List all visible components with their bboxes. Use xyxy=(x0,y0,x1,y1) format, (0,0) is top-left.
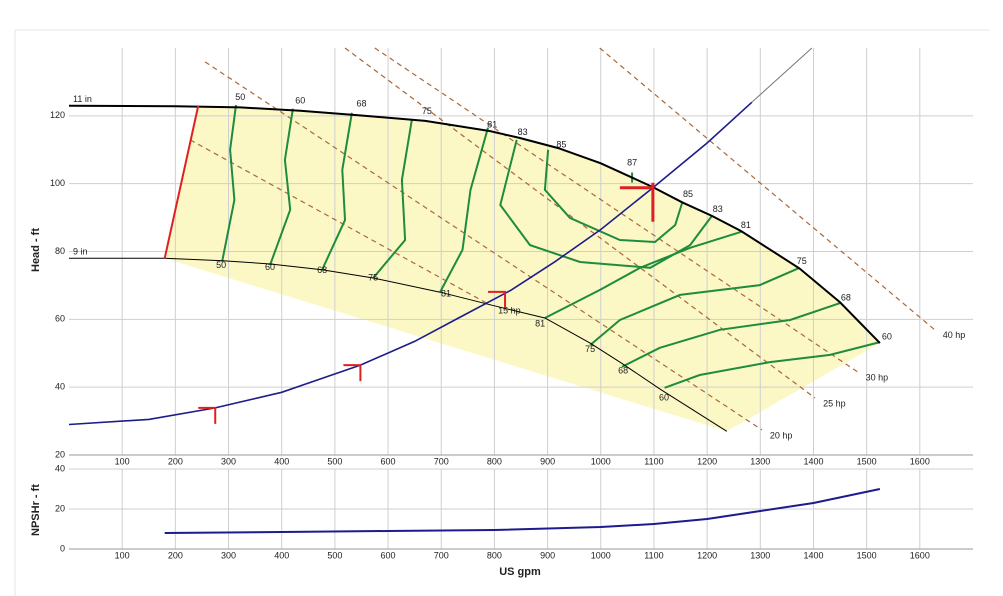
x-tick-label: 800 xyxy=(487,550,502,560)
y-tick-label: 20 xyxy=(55,503,65,513)
system-extension xyxy=(751,47,813,103)
npsh-curve xyxy=(164,488,881,534)
x-tick-label: 1100 xyxy=(644,550,663,560)
x-tick-label: 1300 xyxy=(750,550,770,560)
y-tick-label: 20 xyxy=(55,449,65,459)
efficiency-line xyxy=(372,118,413,279)
efficiency-line xyxy=(321,112,353,271)
x-tick-label: 200 xyxy=(168,456,183,466)
efficiency-label: 50 xyxy=(216,260,226,270)
efficiency-label: 60 xyxy=(265,262,275,272)
efficiency-label: 75 xyxy=(368,272,378,282)
y-tick-label: 40 xyxy=(55,382,65,392)
power-line xyxy=(374,47,858,373)
y-axis-title: NPSHr - ft xyxy=(30,484,42,536)
x-tick-label: 1400 xyxy=(803,456,823,466)
efficiency-line xyxy=(499,139,713,269)
y-tick-label: 0 xyxy=(60,543,65,553)
efficiency-label: 60 xyxy=(295,95,305,105)
efficiency-label: 81 xyxy=(741,220,751,230)
power-label: 40 hp xyxy=(943,330,966,340)
x-tick-label: 1600 xyxy=(910,456,930,466)
efficiency-label: 75 xyxy=(422,106,432,116)
power-label: 25 hp xyxy=(823,398,846,408)
efficiency-label: 81 xyxy=(535,318,545,328)
impeller-label: 11 in xyxy=(73,94,92,104)
x-tick-label: 1500 xyxy=(857,456,877,466)
x-tick-label: 1400 xyxy=(803,550,823,560)
power-line xyxy=(189,139,491,306)
duty-point xyxy=(619,182,655,222)
y-axis-title: Head - ft xyxy=(30,228,42,272)
x-tick-label: 100 xyxy=(115,550,130,560)
x-tick-label: 900 xyxy=(540,456,555,466)
y-tick-label: 40 xyxy=(55,463,65,473)
x-tick-label: 400 xyxy=(274,550,289,560)
x-tick-label: 1000 xyxy=(591,456,611,466)
y-tick-label: 80 xyxy=(55,246,65,256)
efficiency-label: 83 xyxy=(713,204,723,214)
power-label: 15 hp xyxy=(498,305,521,315)
impeller-label: 9 in xyxy=(73,247,88,257)
efficiency-label: 75 xyxy=(797,256,807,266)
power-line xyxy=(599,47,936,331)
efficiency-line xyxy=(664,341,881,389)
efficiency-line xyxy=(269,108,294,266)
efficiency-label: 85 xyxy=(556,139,566,149)
x-tick-label: 1200 xyxy=(697,550,717,560)
x-tick-label: 800 xyxy=(487,456,502,466)
power-line xyxy=(204,61,763,431)
efficiency-label: 85 xyxy=(683,189,693,199)
efficiency-label: 68 xyxy=(841,292,851,302)
efficiency-line xyxy=(589,266,800,346)
x-tick-label: 1600 xyxy=(910,550,930,560)
min-flow-line xyxy=(163,105,200,259)
x-tick-label: 400 xyxy=(274,456,289,466)
x-tick-label: 1300 xyxy=(750,456,770,466)
operating-point xyxy=(198,406,217,424)
x-tick-label: 900 xyxy=(540,550,555,560)
efficiency-line xyxy=(621,302,841,368)
x-tick-label: 600 xyxy=(381,456,396,466)
x-tick-label: 700 xyxy=(434,550,449,560)
x-axis-title: US gpm xyxy=(499,566,541,578)
x-tick-label: 700 xyxy=(434,456,449,466)
efficiency-label: 83 xyxy=(518,127,528,137)
efficiency-label: 75 xyxy=(585,344,595,354)
y-tick-label: 60 xyxy=(55,314,65,324)
x-tick-label: 100 xyxy=(115,456,130,466)
impeller-curve xyxy=(68,104,881,344)
x-tick-label: 300 xyxy=(221,456,236,466)
impeller-curve xyxy=(69,257,728,432)
x-tick-label: 1000 xyxy=(591,550,611,560)
efficiency-line xyxy=(544,230,742,319)
operating-point xyxy=(343,364,362,382)
efficiency-label: 68 xyxy=(618,365,628,375)
efficiency-line xyxy=(543,149,684,244)
efficiency-label: 87 xyxy=(627,157,637,167)
efficiency-line xyxy=(221,104,237,262)
efficiency-label: 60 xyxy=(659,392,669,402)
y-tick-label: 120 xyxy=(50,110,65,120)
x-tick-label: 1200 xyxy=(697,456,717,466)
x-tick-label: 1100 xyxy=(644,456,663,466)
x-tick-label: 1500 xyxy=(857,550,877,560)
y-tick-label: 100 xyxy=(50,178,65,188)
efficiency-line xyxy=(439,127,489,293)
efficiency-label: 81 xyxy=(487,119,497,129)
power-label: 20 hp xyxy=(770,430,793,440)
efficiency-label: 60 xyxy=(882,331,892,341)
x-tick-label: 200 xyxy=(168,550,183,560)
x-tick-label: 500 xyxy=(327,550,342,560)
power-line xyxy=(344,47,816,399)
x-tick-label: 300 xyxy=(221,550,236,560)
x-tick-label: 600 xyxy=(381,550,396,560)
efficiency-label: 50 xyxy=(235,92,245,102)
x-tick-label: 500 xyxy=(327,456,342,466)
power-label: 30 hp xyxy=(866,372,889,382)
operating-point xyxy=(488,290,507,308)
efficiency-label: 68 xyxy=(356,98,366,108)
